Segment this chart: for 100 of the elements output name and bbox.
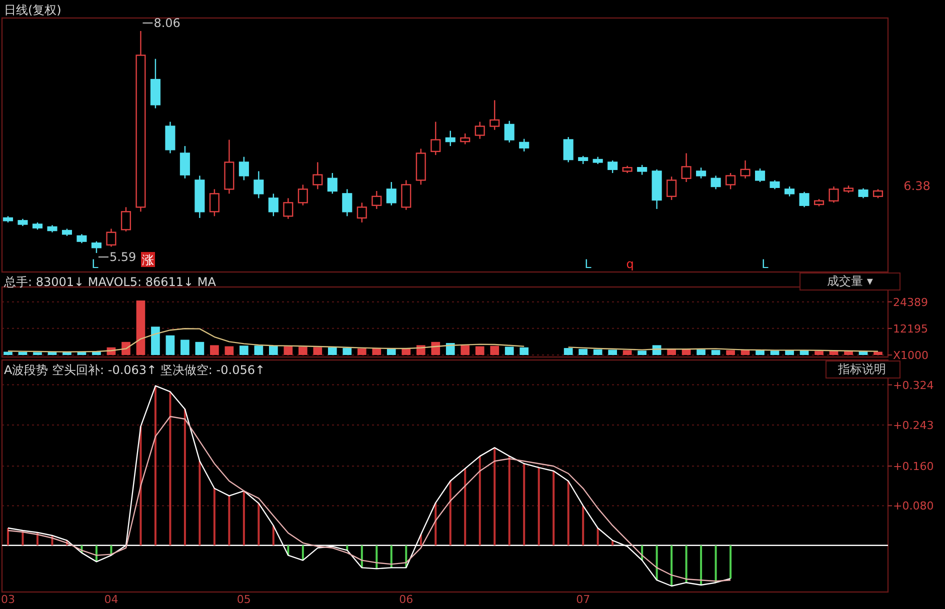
bar — [567, 480, 570, 546]
candlestick — [696, 167, 706, 179]
bar — [198, 461, 201, 546]
bar — [22, 530, 24, 546]
bar — [622, 350, 632, 355]
chart-title: 总手: 83001↓ MAVOL5: 86611↓ MA — [3, 275, 217, 289]
candlestick — [490, 100, 500, 130]
text: 6.38 — [904, 179, 930, 193]
candlestick — [726, 172, 736, 190]
bar — [494, 448, 496, 546]
bar — [166, 335, 175, 355]
bar — [578, 348, 588, 355]
y-tick-label: +0.080 — [893, 500, 934, 513]
text: q — [626, 257, 634, 271]
bar — [523, 464, 526, 546]
bar — [136, 300, 146, 355]
candlestick — [666, 176, 677, 201]
candlestick — [710, 175, 721, 190]
candlestick — [401, 180, 412, 210]
bar — [151, 326, 160, 355]
candlestick — [283, 198, 294, 220]
candlestick — [268, 193, 278, 217]
bar — [434, 502, 437, 546]
bar — [460, 345, 470, 355]
bar — [490, 346, 500, 355]
candlestick — [740, 160, 750, 179]
line-series — [7, 416, 732, 582]
bar — [302, 545, 304, 560]
x-tick-label: 06 — [399, 593, 414, 606]
candlestick — [519, 138, 530, 152]
bar — [213, 488, 216, 546]
bar — [475, 346, 484, 355]
bar — [386, 348, 396, 355]
x-tick-label: 03 — [1, 593, 15, 606]
text: 成交量 ▾ — [827, 274, 873, 288]
bar — [210, 345, 219, 355]
bar — [258, 503, 260, 546]
bar — [596, 528, 599, 546]
candlestick — [858, 188, 868, 199]
candlestick — [637, 164, 648, 176]
y-tick-label: 24389 — [893, 296, 928, 309]
bar — [376, 545, 378, 569]
bar — [582, 506, 584, 546]
candlestick — [799, 191, 810, 208]
bar — [242, 490, 245, 546]
candlestick — [755, 168, 766, 183]
bar — [726, 350, 735, 355]
bar — [4, 352, 12, 355]
bar — [656, 545, 658, 580]
candlestick — [460, 132, 470, 145]
candlestick — [386, 181, 396, 206]
bar — [154, 386, 156, 546]
bar — [756, 350, 764, 355]
annotation: 指标说明 — [837, 362, 886, 376]
bar — [140, 426, 142, 546]
bar — [224, 346, 234, 355]
bar — [313, 347, 322, 355]
text: 涨 — [142, 253, 154, 267]
bar — [342, 348, 352, 355]
bar — [228, 496, 230, 546]
y-tick-label: +0.160 — [893, 460, 934, 474]
bar — [284, 346, 293, 355]
bar — [814, 351, 824, 355]
candlestick — [474, 121, 485, 140]
bar — [508, 456, 510, 546]
candlestick — [342, 188, 352, 217]
bar — [269, 346, 278, 355]
bar — [564, 348, 573, 355]
candlestick — [445, 130, 456, 147]
candlestick — [784, 186, 795, 197]
x-tick-label: 07 — [576, 593, 590, 606]
bar — [730, 545, 732, 579]
candlestick — [180, 145, 190, 179]
bar — [608, 350, 617, 355]
candlestick — [91, 240, 102, 254]
bar — [874, 352, 882, 355]
bar — [593, 349, 602, 355]
bar — [700, 545, 702, 586]
bar — [552, 471, 555, 546]
bar — [195, 342, 204, 355]
candlestick — [120, 206, 131, 232]
bar — [184, 409, 186, 546]
y-tick-label: 12195 — [893, 322, 928, 336]
bar — [638, 350, 646, 355]
candlestick — [356, 202, 367, 224]
annotation: 5.59 — [109, 250, 136, 264]
bar — [18, 352, 28, 355]
bar — [858, 352, 868, 355]
bar — [844, 351, 853, 355]
candlestick — [563, 136, 574, 163]
candlestick — [209, 188, 220, 217]
text: L — [92, 257, 99, 271]
text: L — [584, 257, 592, 271]
bar — [714, 545, 717, 583]
chart-title: A波段势 空头回补: -0.063↑ 坚决做空: -0.056↑ — [4, 363, 266, 377]
candlestick — [165, 121, 176, 154]
bar — [240, 346, 248, 355]
bar — [770, 350, 780, 355]
candlestick — [254, 170, 264, 199]
candlestick — [504, 120, 514, 144]
